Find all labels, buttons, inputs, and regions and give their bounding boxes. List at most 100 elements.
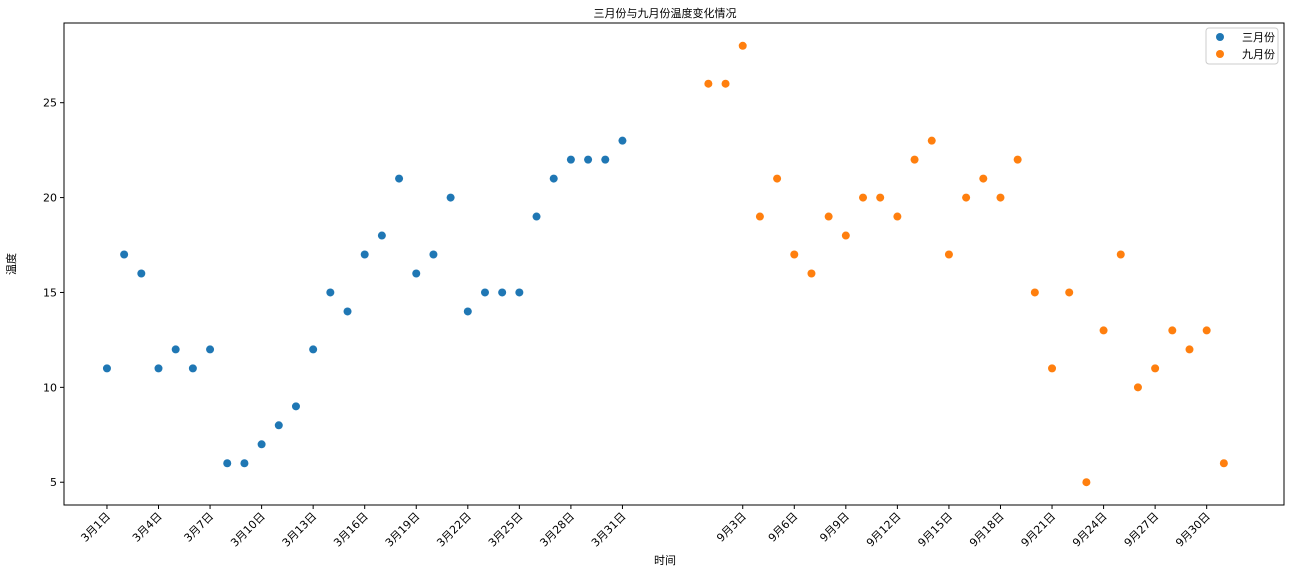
march-point [206,345,215,354]
y-axis-label: 温度 [4,253,18,275]
march-point [326,288,335,297]
september-point [927,136,936,145]
march-point [120,250,129,259]
september-point [876,193,885,202]
september-point [910,155,919,164]
x-tick-label: 9月6日 [766,510,801,545]
march-point [584,155,593,164]
september-point [1202,326,1211,335]
march-point [395,174,404,183]
march-point [360,250,369,259]
march-point [188,364,197,373]
legend-marker-september [1216,50,1224,58]
september-point [1168,326,1177,335]
x-tick-label: 3月4日 [130,510,165,545]
march-point [549,174,558,183]
y-tick-label: 15 [43,286,57,299]
september-point [1099,326,1108,335]
march-point [498,288,507,297]
x-tick-label: 9月3日 [714,510,749,545]
september-point [1219,459,1228,468]
x-axis: 3月1日 3月4日 3月7日 3月10日 3月13日 3月16日 3月19日 3月22日 3月2… [78,505,1213,550]
september-point [1185,345,1194,354]
march-point [102,364,111,373]
legend-label-march: 三月份 [1242,31,1275,44]
march-point [412,269,421,278]
september-point [859,193,868,202]
september-point [1151,364,1160,373]
x-tick-label: 9月27日 [1122,510,1162,550]
september-point [1116,250,1125,259]
y-tick-label: 25 [43,97,57,110]
x-tick-label: 9月24日 [1070,510,1110,550]
march-point [480,288,489,297]
september-point [738,41,747,50]
september-point [790,250,799,259]
x-tick-label: 9月18日 [967,510,1007,550]
march-point [532,212,541,221]
y-tick-label: 5 [50,476,57,489]
march-point [429,250,438,259]
march-point [137,269,146,278]
september-point [1082,478,1091,487]
data-points [102,41,1228,487]
march-point [515,288,524,297]
march-point [257,440,266,449]
march-point [446,193,455,202]
september-point [704,79,713,88]
march-point [274,421,283,430]
september-point [773,174,782,183]
september-point [1030,288,1039,297]
x-tick-label: 9月21日 [1019,510,1059,550]
september-point [979,174,988,183]
x-tick-label: 3月25日 [486,510,526,550]
x-tick-label: 3月19日 [383,510,423,550]
x-tick-label: 3月7日 [182,510,217,545]
september-point [1048,364,1057,373]
plot-area [63,22,1285,506]
y-tick-label: 20 [43,192,57,205]
chart-title: 三月份与九月份温度变化情况 [594,6,737,20]
x-tick-label: 3月1日 [78,510,113,545]
september-point [944,250,953,259]
x-tick-label: 3月16日 [331,510,371,550]
march-point [154,364,163,373]
march-point [343,307,352,316]
september-point [893,212,902,221]
september-point [962,193,971,202]
x-tick-label: 3月10日 [228,510,268,550]
march-point [618,136,627,145]
september-point [1065,288,1074,297]
september-point [807,269,816,278]
x-tick-label: 9月9日 [817,510,852,545]
x-tick-label: 9月15日 [915,510,955,550]
september-point [996,193,1005,202]
march-point [377,231,386,240]
x-tick-label: 3月22日 [434,510,474,550]
x-tick-label: 3月31日 [589,510,629,550]
march-point [601,155,610,164]
september-point [1013,155,1022,164]
legend-marker-march [1216,33,1224,41]
march-point [463,307,472,316]
y-tick-label: 10 [43,381,57,394]
september-point [1133,383,1142,392]
march-point [291,402,300,411]
march-point [223,459,232,468]
march-point [240,459,249,468]
x-tick-label: 9月30日 [1173,510,1213,550]
september-point [755,212,764,221]
september-point [824,212,833,221]
x-tick-label: 3月13日 [280,510,320,550]
march-point [566,155,575,164]
march-point [309,345,318,354]
september-point [841,231,850,240]
march-point [171,345,180,354]
legend: 三月份 九月份 [1205,27,1279,65]
legend-label-september: 九月份 [1242,48,1275,61]
x-tick-label: 9月12日 [864,510,904,550]
september-point [721,79,730,88]
x-tick-label: 3月28日 [537,510,577,550]
x-axis-label: 时间 [654,554,676,567]
